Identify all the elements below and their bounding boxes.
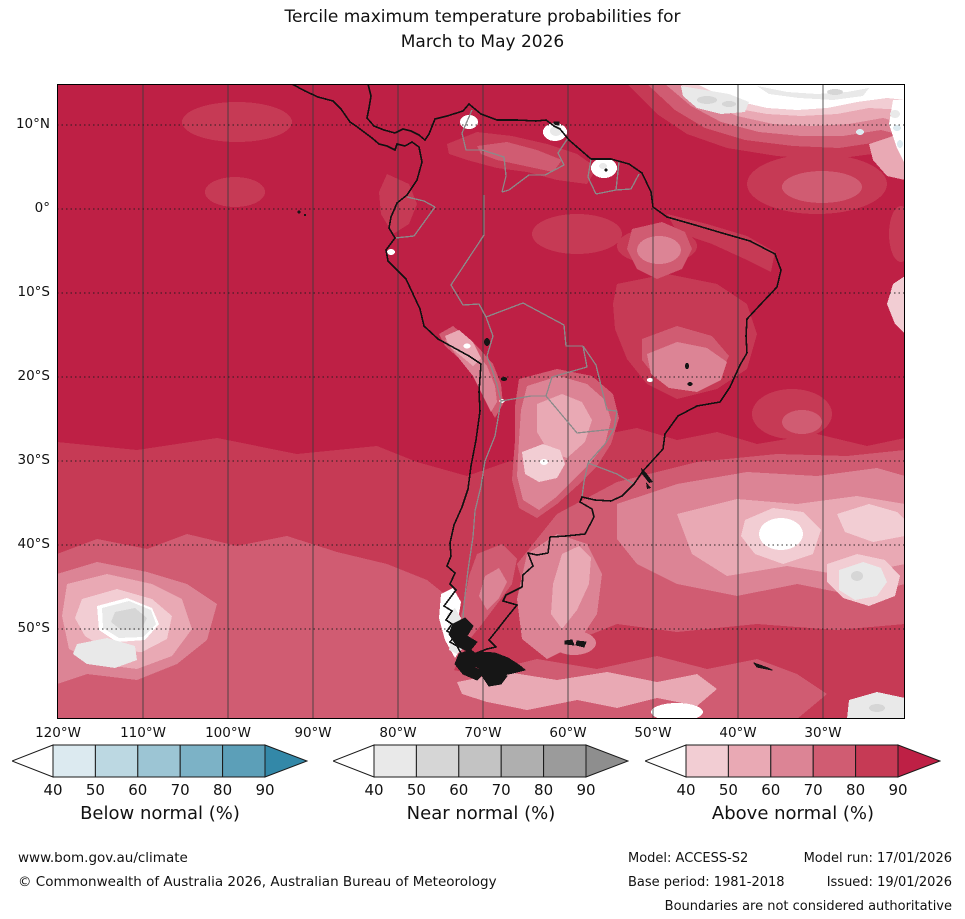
lat-label-40s: 40°S [17,536,51,552]
footer-base-period: Base period: 1981-2018 [628,875,785,890]
lon-label-50w: 50°W [634,725,672,741]
above-tick-80: 80 [846,781,866,799]
above-tick-60: 60 [761,781,781,799]
graticule [57,84,905,719]
lat-label-10s: 10°S [17,284,51,300]
near-normal-label: Near normal (%) [406,803,556,824]
coastline [291,83,782,687]
below-tick-50: 50 [85,781,105,799]
below-tick-80: 80 [213,781,233,799]
map-frame [56,83,906,720]
lon-label-60w: 60°W [549,725,587,741]
title-line-1: Tercile maximum temperature probabilitie… [284,7,681,27]
near-tick-60: 60 [449,781,469,799]
near-tick-40: 40 [364,781,384,799]
footer-boundaries-note: Boundaries are not considered authoritat… [664,899,952,914]
above-tick-40: 40 [676,781,696,799]
colorbar-below-normal [10,744,309,782]
below-normal-label: Below normal (%) [80,803,240,824]
map-svg [56,83,913,721]
colorbar-near-normal [331,744,630,782]
lon-label-110w: 110°W [120,725,166,741]
colorbar-above-normal [643,744,942,782]
footer-issued: Issued: 19/01/2026 [826,875,952,890]
country-borders [394,109,640,671]
lat-label-50s: 50°S [17,620,51,636]
page-title: Tercile maximum temperature probabilitie… [0,5,965,55]
below-tick-40: 40 [43,781,63,799]
above-tick-50: 50 [718,781,738,799]
footer-model: Model: ACCESS-S2 [628,851,749,866]
lat-label-20s: 20°S [17,368,51,384]
footer-model-run: Model run: 17/01/2026 [803,851,952,866]
near-tick-90: 90 [576,781,596,799]
probability-map [56,83,913,721]
above-tick-90: 90 [888,781,908,799]
lat-label-10n: 10°N [15,116,50,132]
lat-label-30s: 30°S [17,452,51,468]
above-normal-label: Above normal (%) [711,803,875,824]
lon-label-90w: 90°W [294,725,332,741]
lon-label-80w: 80°W [379,725,417,741]
lakes-and-islets [297,168,693,489]
lon-label-100w: 100°W [205,725,251,741]
below-tick-60: 60 [128,781,148,799]
footer-url: www.bom.gov.au/climate [18,850,188,866]
near-tick-50: 50 [406,781,426,799]
lon-label-30w: 30°W [804,725,842,741]
lat-label-0: 0° [34,200,50,216]
lon-label-120w: 120°W [35,725,81,741]
near-tick-70: 70 [491,781,511,799]
below-tick-70: 70 [170,781,190,799]
lon-label-40w: 40°W [719,725,757,741]
near-tick-80: 80 [534,781,554,799]
below-tick-90: 90 [255,781,275,799]
title-line-2: March to May 2026 [400,32,565,52]
footer-copyright: © Commonwealth of Australia 2026, Austra… [18,874,497,890]
lon-label-70w: 70°W [464,725,502,741]
above-tick-70: 70 [803,781,823,799]
